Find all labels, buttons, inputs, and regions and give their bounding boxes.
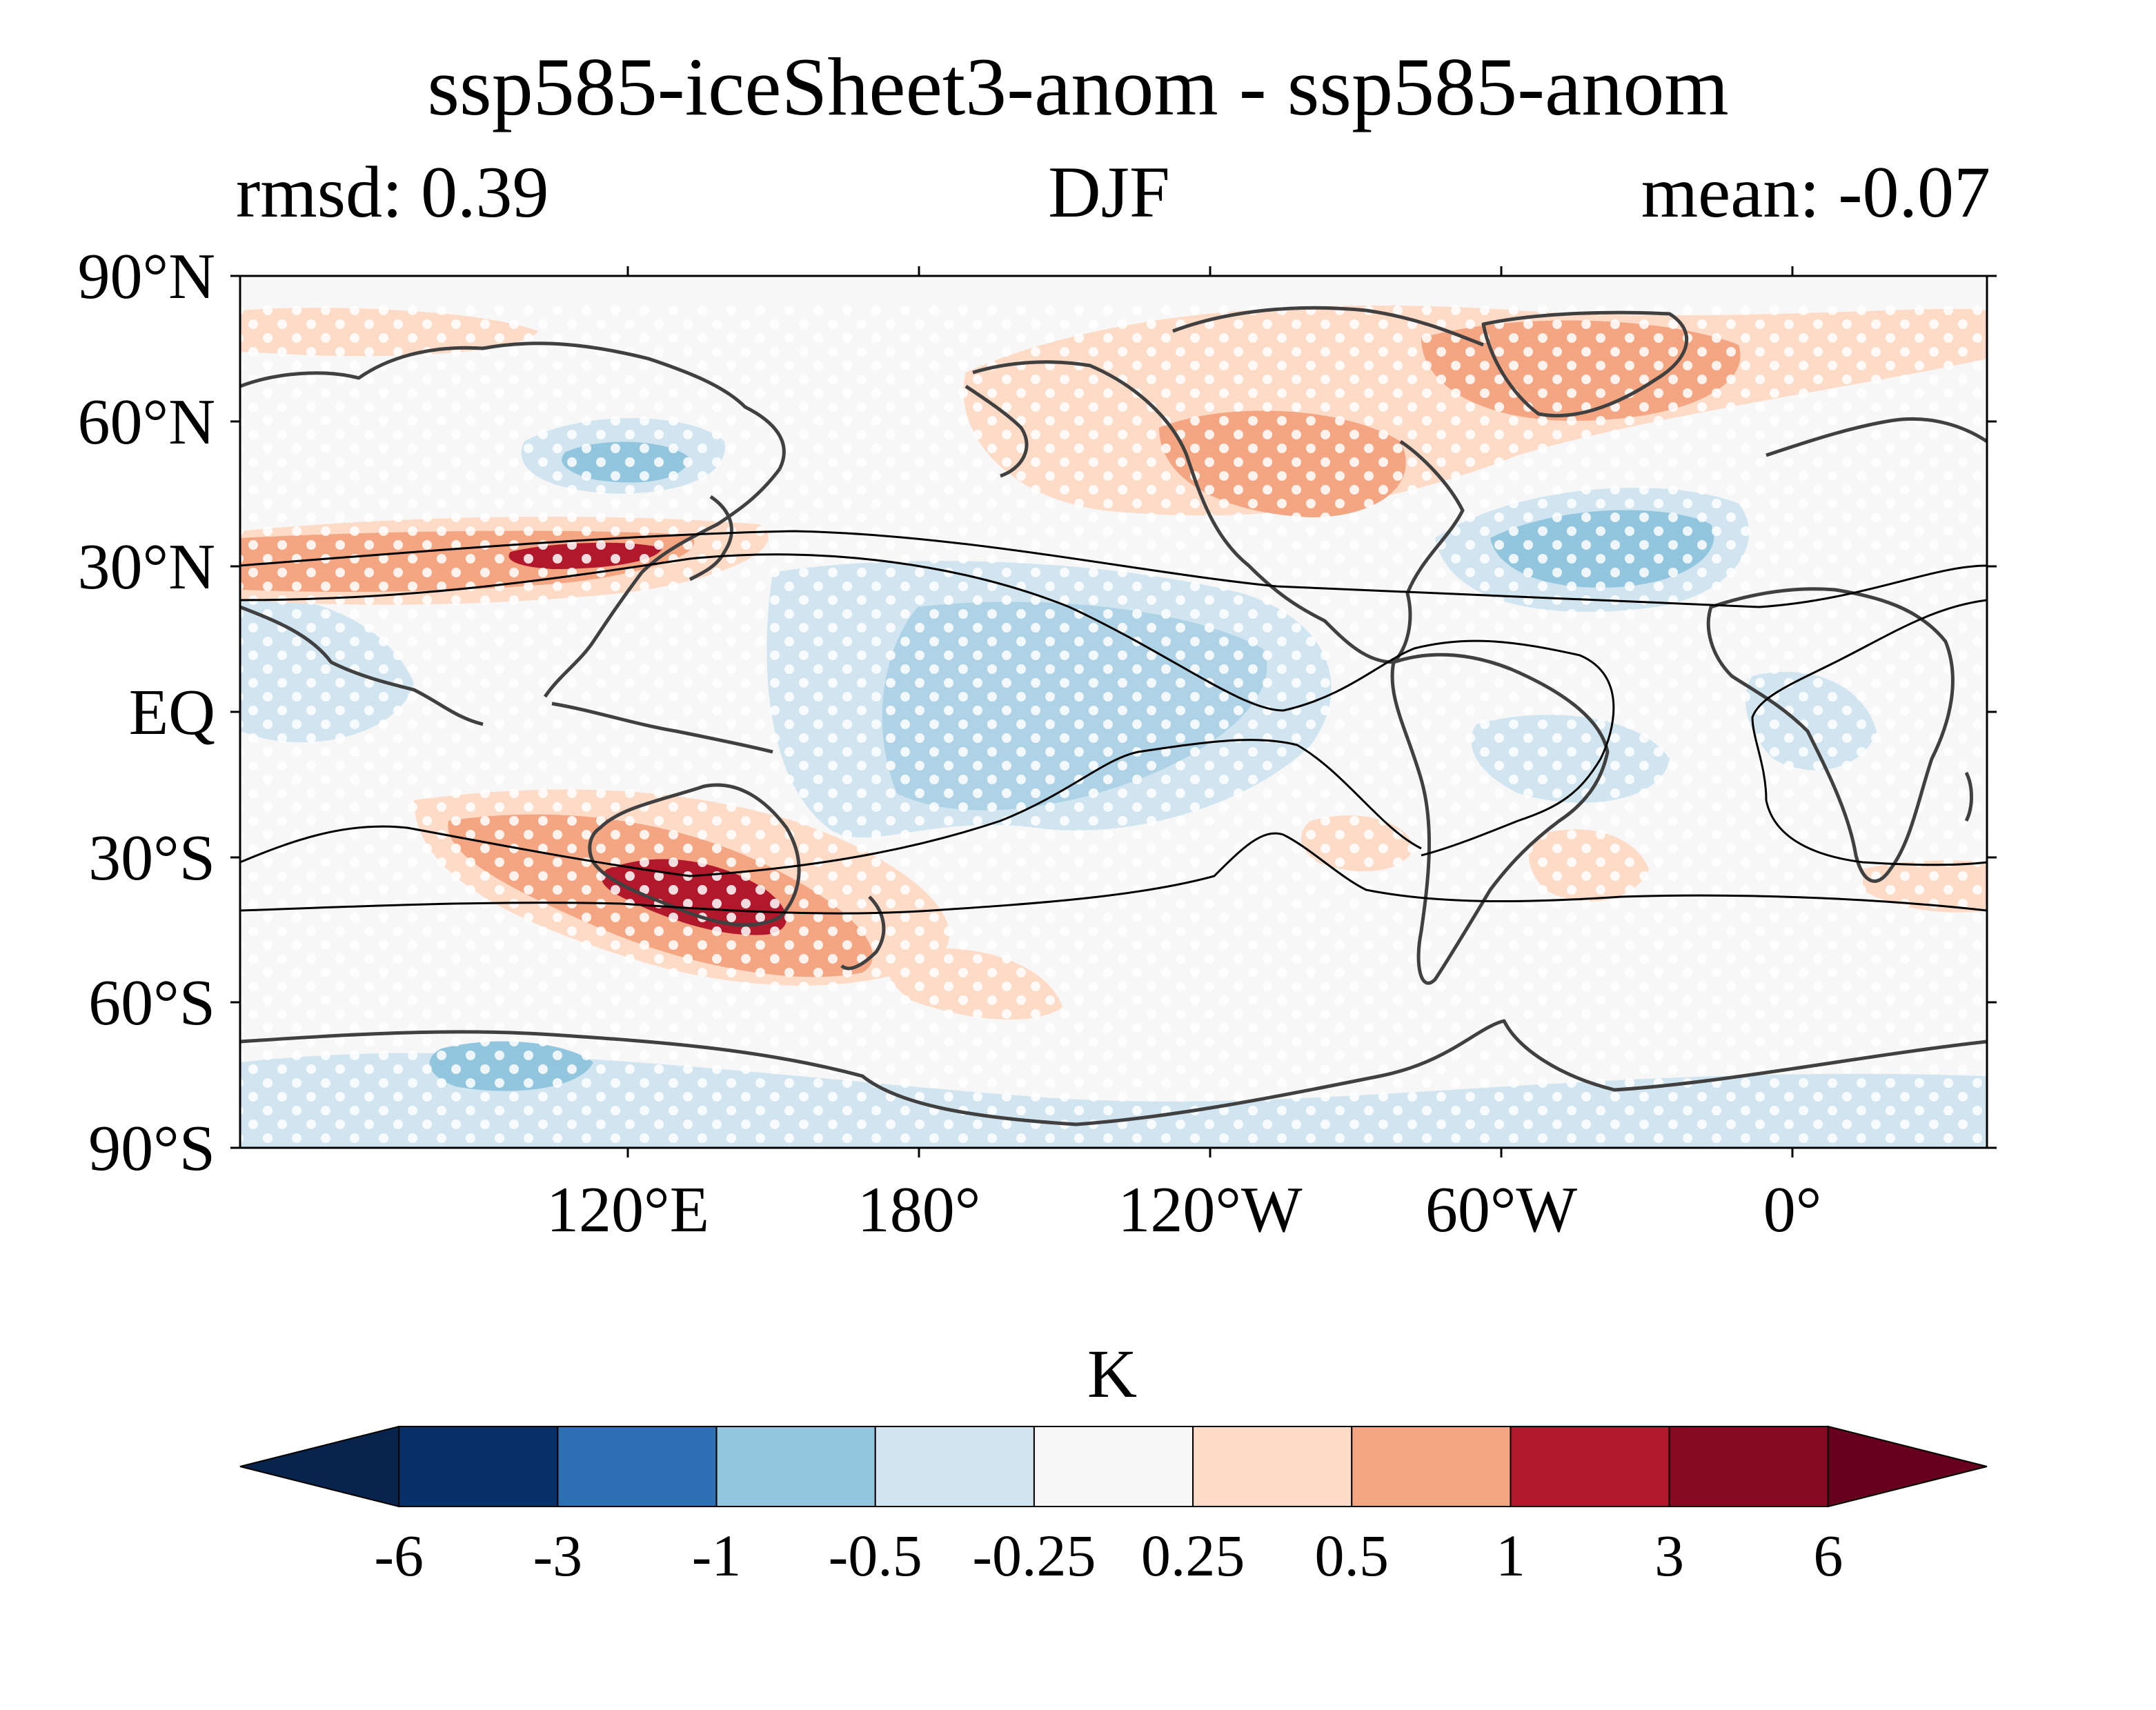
colorbar [239,1425,1988,1508]
colorbar-tick-label: 6 [1813,1522,1843,1589]
colorbar-segment [874,1426,1035,1507]
colorbar-tick-label: -1 [692,1522,742,1589]
colorbar-tick-label: 1 [1496,1522,1525,1589]
colorbar-segment [557,1426,718,1507]
climatology-contours [240,530,1987,915]
mean-label: mean: -0.07 [1641,152,1990,232]
colorbar-segment [1510,1426,1670,1507]
colorbar-tick-label: -0.25 [972,1522,1096,1589]
colorbar-segment [1668,1426,1829,1507]
significance-stippling [240,304,1987,1148]
lon-label-180: 180° [858,1174,981,1246]
coast-europe [1766,417,1987,457]
colorbar-unit-label: K [1087,1335,1137,1412]
lon-label-60w: 60°W [1425,1174,1578,1246]
lat-label-60s: 60°S [88,967,215,1039]
colorbar-segment [1192,1426,1353,1507]
colorbar-segment [1033,1426,1194,1507]
coast-arctic-canada [1172,306,1484,347]
colorbar-tick-label: 0.25 [1141,1522,1245,1589]
coast-south-america [1390,653,1610,985]
colorbar-tick-label: -3 [533,1522,583,1589]
coast-north-america [972,360,1465,664]
contour-sh-north [240,739,1422,877]
colorbar-tick-label: 3 [1654,1522,1684,1589]
lat-label-30s: 30°S [88,822,215,894]
lat-label-eq: EQ [129,677,215,748]
contour-africa-loop [1751,599,1987,866]
colorbar-labels: -6 -3 -1 -0.5 -0.25 0.25 0.5 1 3 6 [374,1522,1843,1589]
lat-tick-labels: 90°N 60°N 30°N EQ 30°S 60°S 90°S [78,241,215,1184]
contour-nh-south [240,553,1615,857]
figure-title: ssp585-iceSheet3-anom - ssp585-anom [427,41,1729,132]
contour-sh-south [240,832,1987,915]
colorbar-tick-label: -6 [374,1522,424,1589]
coast-madagascar [1964,771,1973,822]
lat-ticks [230,275,1997,1149]
lat-label-90s: 90°S [88,1113,215,1184]
coast-japan [689,495,733,581]
coast-indonesia [551,702,773,754]
colorbar-tick-label: -0.5 [829,1522,922,1589]
coast-eurasia-north [240,341,786,470]
lon-tick-labels: 120°E 180° 120°W 60°W 0° [546,1174,1821,1246]
map-panel [240,276,1987,1148]
season-label: DJF [1048,152,1170,232]
coast-new-zealand [840,895,886,971]
coast-alaska [965,384,1029,478]
coast-east-asia [543,468,781,698]
lat-label-30n: 30°N [78,531,215,603]
colorbar-extend-min [239,1425,400,1508]
coast-greenland [1481,310,1689,417]
contour-nh-north [240,530,1987,608]
lon-label-120w: 120°W [1118,1174,1303,1246]
lon-label-120e: 120°E [546,1174,709,1246]
lon-label-0: 0° [1763,1174,1822,1246]
lon-ticks [626,266,1794,1157]
colorbar-tick-label: 0.5 [1315,1522,1389,1589]
colorbar-extend-max [1827,1425,1988,1508]
coast-australia [588,783,801,927]
colorbar-segment [1351,1426,1512,1507]
lat-label-90n: 90°N [78,241,215,312]
coast-africa [1706,587,1955,883]
lat-label-60n: 60°N [78,386,215,458]
coast-antarctica [240,1019,1987,1126]
coastlines [240,306,1987,1126]
rmsd-label: rmsd: 0.39 [236,152,549,232]
coast-south-asia [240,605,484,726]
colorbar-segment [398,1426,559,1507]
colorbar-segment [715,1426,876,1507]
